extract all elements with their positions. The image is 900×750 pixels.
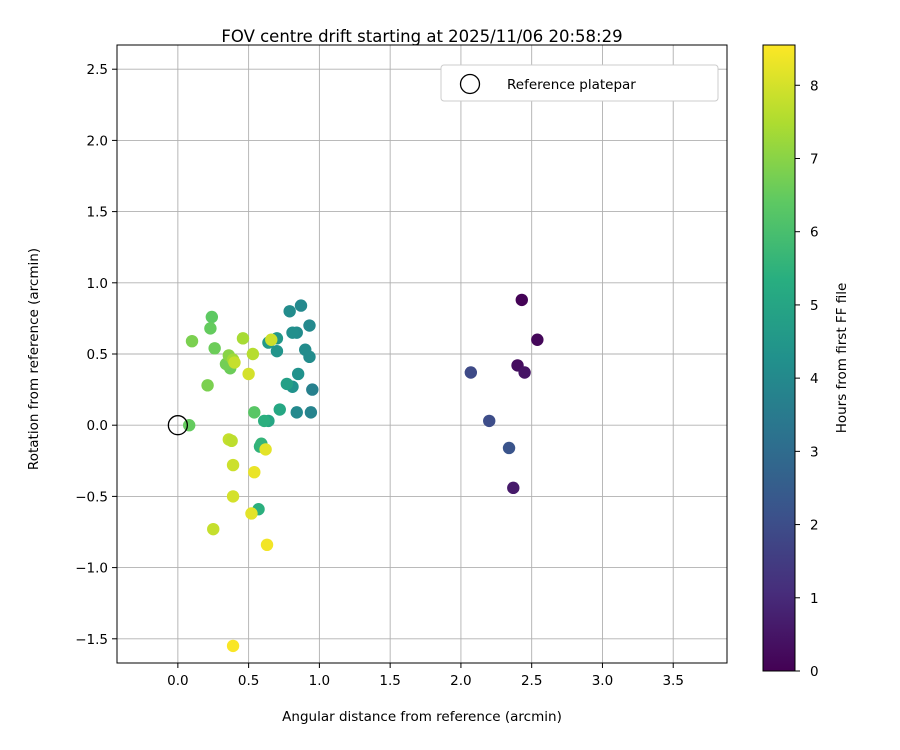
- x-tick-label: 3.5: [662, 673, 683, 689]
- x-tick-label: 0.5: [238, 673, 259, 689]
- data-point: [248, 406, 261, 419]
- chart-title: FOV centre drift starting at 2025/11/06 …: [221, 27, 622, 46]
- data-point: [226, 639, 240, 653]
- colorbar-tick-label: 3: [810, 444, 819, 460]
- data-points: [182, 293, 544, 653]
- data-point: [515, 293, 528, 307]
- y-tick-label: −1.5: [75, 632, 108, 648]
- grid-lines: [117, 45, 727, 663]
- data-point: [273, 403, 286, 416]
- colorbar-tick-label: 0: [810, 664, 819, 680]
- colorbar: 0 1 2 3 4 5 6 7 8 Hours from first FF file: [762, 44, 850, 680]
- data-point: [201, 379, 214, 392]
- y-tick-label: −1.0: [75, 561, 108, 577]
- data-point: [286, 326, 299, 339]
- data-point: [306, 383, 319, 396]
- x-tick-label: 1.0: [309, 673, 330, 689]
- y-axis-ticks: −1.5 −1.0 −0.5 0.0 0.5 1.0 1.5 2.0 2.5: [75, 62, 117, 648]
- data-point: [304, 406, 318, 419]
- colorbar-tick-label: 1: [810, 591, 819, 607]
- data-point: [225, 434, 238, 448]
- y-tick-label: 2.0: [87, 133, 108, 149]
- data-point: [531, 333, 544, 346]
- legend-marker: [459, 73, 481, 95]
- y-tick-label: 1.5: [87, 205, 108, 221]
- y-axis-label: Rotation from reference (arcmin): [26, 248, 42, 470]
- y-tick-label: 2.5: [87, 62, 108, 78]
- data-point: [204, 322, 217, 335]
- data-point: [303, 350, 316, 364]
- data-point: [257, 414, 271, 428]
- data-point: [226, 458, 240, 472]
- y-tick-label: 0.0: [87, 418, 108, 434]
- data-point: [303, 319, 316, 332]
- legend-box: [440, 64, 719, 102]
- y-tick-label: −0.5: [75, 489, 108, 505]
- data-point: [208, 342, 221, 355]
- data-point: [228, 356, 241, 369]
- colorbar-gradient: [762, 44, 796, 672]
- data-point: [259, 443, 272, 456]
- data-point: [291, 367, 305, 381]
- data-point: [483, 414, 496, 428]
- colorbar-tick-label: 7: [810, 151, 819, 167]
- y-tick-label: 0.5: [87, 347, 108, 363]
- data-point: [182, 418, 196, 432]
- data-point: [290, 406, 303, 419]
- data-point: [205, 310, 219, 324]
- data-point: [226, 490, 240, 503]
- x-tick-label: 2.5: [521, 673, 542, 689]
- data-point: [246, 347, 260, 361]
- data-point: [507, 481, 520, 495]
- y-tick-label: 1.0: [87, 276, 108, 292]
- data-point: [294, 299, 308, 312]
- data-point: [283, 305, 296, 318]
- colorbar-tick-label: 4: [810, 371, 819, 387]
- colorbar-ticks: 0 1 2 3 4 5 6 7 8: [795, 78, 819, 680]
- colorbar-tick-label: 2: [810, 518, 819, 534]
- data-point: [280, 377, 294, 391]
- x-axis-ticks: 0.0 0.5 1.0 1.5 2.0 2.5 3.0 3.5: [167, 663, 684, 689]
- x-tick-label: 0.0: [167, 673, 188, 689]
- reference-marker: [167, 415, 189, 436]
- data-point: [245, 507, 258, 520]
- x-axis-label: Angular distance from reference (arcmin): [282, 709, 562, 725]
- data-point: [518, 366, 531, 379]
- colorbar-label: Hours from first FF file: [834, 283, 850, 434]
- data-point: [242, 367, 255, 381]
- x-tick-label: 1.5: [379, 673, 400, 689]
- legend-label: Reference platepar: [507, 77, 636, 93]
- data-point: [185, 334, 199, 348]
- x-tick-label: 3.0: [592, 673, 613, 689]
- colorbar-tick-label: 5: [810, 298, 819, 314]
- data-point: [502, 441, 516, 455]
- data-point: [248, 465, 261, 479]
- data-point: [236, 332, 250, 345]
- x-tick-label: 2.0: [450, 673, 471, 689]
- data-point: [265, 333, 278, 346]
- colorbar-tick-label: 6: [810, 225, 819, 241]
- colorbar-tick-label: 8: [810, 78, 819, 94]
- data-point: [270, 344, 284, 358]
- data-point: [260, 538, 274, 552]
- legend: Reference platepar: [440, 64, 719, 102]
- data-point: [464, 366, 478, 379]
- data-point: [207, 522, 220, 536]
